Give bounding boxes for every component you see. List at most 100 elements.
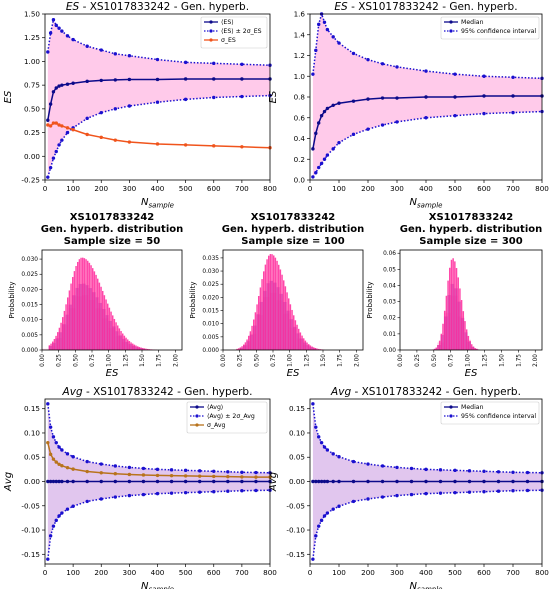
x-tick-label: 700 [506, 568, 520, 577]
fit-bin [266, 259, 268, 350]
x-tick-label: 300 [390, 184, 404, 193]
fit-bin [75, 266, 77, 350]
data-point [85, 44, 89, 48]
fit-bin [148, 349, 151, 350]
data-point [169, 468, 174, 472]
data-point [467, 490, 472, 494]
data-point [453, 479, 457, 484]
legend-marker [449, 29, 453, 33]
x-axis-label: Nsample [410, 581, 443, 589]
chart-title-line: XS1017833242 [251, 212, 336, 223]
data-point [46, 123, 50, 127]
data-point [48, 534, 53, 538]
data-point [240, 479, 244, 484]
x-axis-label-sub: sample [149, 202, 174, 210]
data-point [322, 445, 327, 449]
data-point [141, 479, 146, 484]
y-tick-label: 0.02 [383, 316, 396, 322]
data-point [46, 479, 50, 484]
fit-bin [476, 348, 478, 350]
data-point [467, 469, 472, 473]
chart-title: ES - XS1017833242 - Gen. hyperb. [334, 1, 517, 13]
x-tick-label: 700 [235, 568, 249, 577]
data-point [311, 557, 315, 561]
data-point [54, 460, 58, 464]
line-chart-5: 0 100 200 300 400 500 600 700 800 -0.15 -0.10 -0.05… [3, 386, 277, 589]
fit-bin [467, 335, 470, 350]
data-point [438, 468, 443, 472]
fit-bin [256, 304, 258, 350]
plot-frame [222, 249, 364, 351]
fit-bin [462, 311, 465, 350]
data-point [496, 479, 501, 484]
chart-title-line: Sample size = 100 [241, 236, 344, 247]
data-point [240, 77, 244, 81]
fit-bin [283, 280, 285, 350]
fit-bin [474, 348, 476, 350]
fit-bin [63, 310, 66, 350]
data-point [254, 470, 258, 475]
data-point [325, 153, 330, 157]
data-point [322, 20, 327, 24]
data-point [395, 120, 399, 124]
data-point [240, 94, 244, 99]
data-point [46, 175, 50, 179]
fit-bin [68, 290, 71, 350]
data-point [71, 504, 75, 508]
fit-bin [284, 286, 287, 350]
data-point [54, 479, 58, 484]
x-tick-label: 300 [390, 568, 404, 577]
y-tick-label: 0.15 [24, 404, 40, 413]
y-tick-label: 0.05 [383, 267, 396, 273]
data-point [331, 147, 335, 151]
x-tick-label: 0.75 [271, 354, 277, 367]
data-point [46, 440, 50, 445]
fit-bin [459, 288, 461, 350]
fit-bin [314, 347, 317, 350]
sample-bin [289, 319, 293, 350]
fit-bin [77, 261, 79, 350]
plot-frame [399, 249, 543, 351]
data-point [65, 479, 70, 484]
data-point [183, 479, 188, 484]
data-point [240, 475, 244, 479]
data-point [71, 37, 75, 42]
data-point [65, 34, 70, 38]
y-tick-label: -0.25 [21, 176, 40, 185]
chart-title-line: Sample size = 50 [64, 236, 161, 247]
data-point [525, 488, 530, 493]
data-point [409, 479, 414, 484]
fit-bin [95, 274, 97, 350]
data-point [395, 65, 399, 69]
data-point [325, 106, 330, 111]
fit-bin [132, 343, 134, 350]
chart-title-line: Gen. hyperb. distribution [222, 224, 365, 235]
x-axis-label-main: N [141, 581, 149, 589]
fit-bin [308, 344, 310, 350]
fit-bin [438, 340, 441, 350]
data-point [424, 479, 428, 484]
data-point [240, 470, 244, 474]
fit-bin [450, 259, 453, 350]
data-point [311, 147, 315, 151]
data-point [314, 425, 318, 429]
fit-bin [60, 322, 62, 350]
data-point [54, 440, 58, 445]
data-point [319, 161, 324, 166]
fit-bin [249, 331, 252, 350]
data-point [409, 466, 414, 471]
x-axis-label: ES [106, 368, 119, 379]
x-tick-label: 200 [94, 184, 108, 193]
fit-bin [303, 338, 305, 350]
data-point [51, 524, 56, 528]
x-axis-label-sub: sample [417, 202, 442, 210]
fit-bin [449, 267, 451, 350]
data-point [380, 464, 385, 468]
legend-entry: Median [461, 404, 484, 411]
data-point [113, 52, 118, 56]
data-point [482, 489, 486, 494]
y-tick-label: 1.50 [24, 10, 40, 19]
y-tick-label: -0.05 [21, 501, 40, 510]
x-tick-label: 500 [448, 568, 462, 577]
fit-bin [98, 282, 101, 350]
